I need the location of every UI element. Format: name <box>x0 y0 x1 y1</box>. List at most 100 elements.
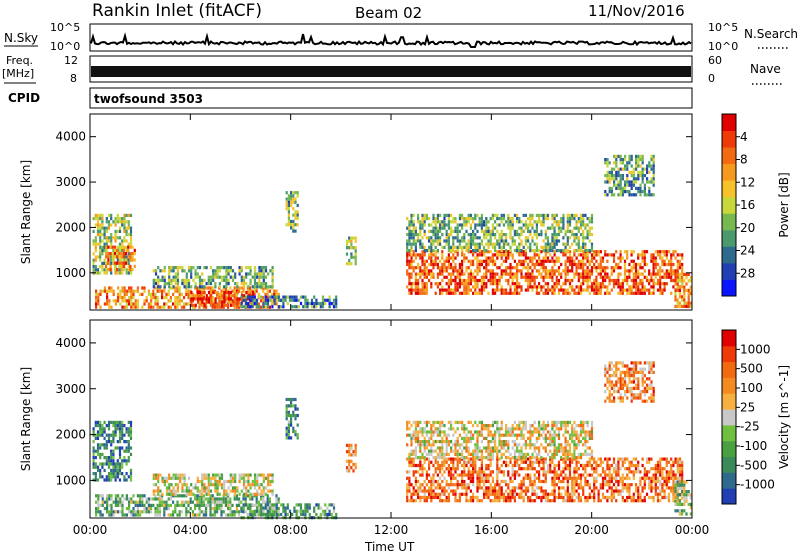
velocity-cell <box>103 507 106 511</box>
power-cell <box>247 301 250 306</box>
power-cell <box>634 278 638 283</box>
velocity-cell <box>428 473 431 477</box>
velocity-cell <box>577 495 580 500</box>
power-cell <box>511 236 514 240</box>
power-cell <box>304 298 307 302</box>
velocity-cell <box>287 410 290 414</box>
power-cell <box>502 245 505 249</box>
power-cell <box>509 253 512 257</box>
power-cell <box>509 220 512 224</box>
power-cell <box>419 223 422 227</box>
velocity-cell <box>249 512 252 517</box>
velocity-cell <box>139 503 142 507</box>
power-cell <box>461 249 464 253</box>
velocity-cell <box>218 492 221 496</box>
velocity-cell <box>445 495 448 500</box>
power-cell <box>445 291 448 295</box>
power-cell <box>593 278 596 283</box>
velocity-cell <box>216 492 219 496</box>
velocity-cell <box>461 476 464 480</box>
power-cell <box>641 285 644 289</box>
velocity-cell <box>125 462 128 466</box>
power-cell <box>194 294 197 298</box>
power-cell <box>436 262 439 267</box>
velocity-cell <box>542 473 545 477</box>
power-colorbar-swatch <box>722 114 736 131</box>
power-cell <box>174 296 177 300</box>
power-cell <box>432 220 435 224</box>
power-cell <box>410 282 413 286</box>
power-cell <box>414 253 417 257</box>
power-cell <box>661 275 664 279</box>
velocity-cell <box>463 463 466 468</box>
power-cell <box>214 282 217 286</box>
velocity-cell <box>129 424 133 428</box>
power-cell <box>593 291 596 295</box>
power-cell <box>107 255 110 259</box>
power-cell <box>95 296 98 300</box>
velocity-cell <box>354 450 357 454</box>
power-cell <box>476 272 479 276</box>
power-cell <box>458 291 461 295</box>
power-cell <box>428 256 431 260</box>
power-cell <box>489 259 492 263</box>
power-cell <box>214 297 217 301</box>
power-cell <box>105 271 108 275</box>
power-cell <box>306 305 309 309</box>
velocity-cell <box>408 486 411 490</box>
power-cell <box>211 296 214 300</box>
velocity-cell <box>496 479 499 484</box>
velocity-cell <box>139 510 142 514</box>
power-cell <box>94 255 97 259</box>
power-cell <box>236 300 239 304</box>
velocity-cell <box>192 486 195 490</box>
power-cell <box>595 282 598 286</box>
velocity-cell <box>125 459 128 463</box>
velocity-cell <box>560 492 563 496</box>
power-cell <box>560 249 563 253</box>
power-cell <box>267 272 270 276</box>
nsearch-tick-high: 10^5 <box>708 21 738 34</box>
velocity-cell <box>489 499 492 503</box>
velocity-cell <box>509 492 512 496</box>
power-cell <box>555 242 558 246</box>
velocity-cell <box>110 440 113 444</box>
date-label: 11/Nov/2016 <box>588 2 685 20</box>
power-cell <box>628 269 631 273</box>
velocity-cell <box>287 404 290 408</box>
power-cell <box>408 262 411 267</box>
velocity-cell <box>434 486 437 490</box>
power-cell <box>419 253 422 257</box>
velocity-region <box>406 457 684 503</box>
power-cell <box>240 305 243 309</box>
power-cell <box>128 289 131 293</box>
power-cell <box>509 226 512 230</box>
power-cell <box>456 223 459 227</box>
power-cell <box>441 266 444 270</box>
velocity-cell <box>256 479 259 484</box>
power-cell <box>496 239 499 243</box>
velocity-cell <box>225 479 228 484</box>
power-cell <box>456 239 459 243</box>
power-cell <box>463 217 466 221</box>
power-cell <box>421 288 424 292</box>
power-cell <box>485 256 488 260</box>
velocity-cell <box>450 467 453 471</box>
power-cell <box>568 285 572 289</box>
power-cell <box>551 242 554 246</box>
power-cell <box>571 269 574 273</box>
power-cell <box>99 255 102 259</box>
power-cell <box>266 296 269 300</box>
velocity-cell <box>154 483 158 487</box>
power-cell <box>606 288 609 292</box>
power-cell <box>606 180 609 184</box>
power-cell <box>667 275 671 279</box>
power-cell <box>683 279 686 283</box>
velocity-cell <box>187 476 191 480</box>
velocity-cell <box>125 472 128 476</box>
power-cell <box>154 292 157 296</box>
power-cell <box>143 286 146 290</box>
velocity-cell <box>132 500 135 504</box>
power-cell <box>643 193 646 197</box>
power-cell <box>299 295 303 299</box>
